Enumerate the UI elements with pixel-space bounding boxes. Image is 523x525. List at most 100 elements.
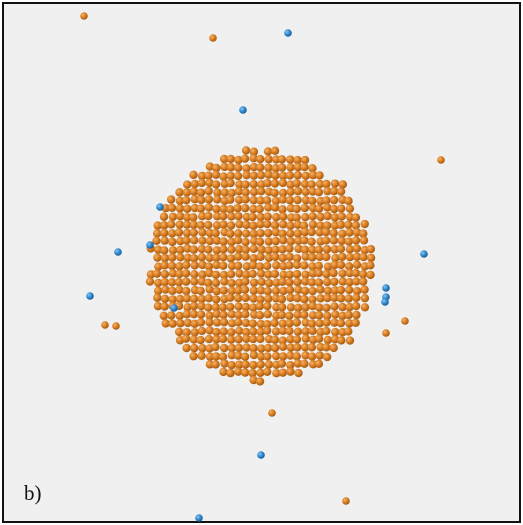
cluster-atom <box>190 277 198 285</box>
cluster-atom <box>308 327 316 335</box>
free-atom <box>382 284 390 292</box>
cluster-atom <box>344 294 352 302</box>
cluster-atom <box>279 368 287 376</box>
cluster-atom <box>183 294 191 302</box>
cluster-atom <box>285 261 293 269</box>
cluster-atom <box>205 294 213 302</box>
cluster-atom <box>219 253 227 261</box>
cluster-atom <box>176 253 184 261</box>
cluster-atom <box>315 188 323 196</box>
cluster-atom <box>190 228 198 236</box>
cluster-atom <box>227 163 235 171</box>
cluster-atom <box>337 319 345 327</box>
cluster-atom <box>337 336 345 344</box>
cluster-atom <box>271 147 279 155</box>
cluster-atom <box>359 253 367 261</box>
cluster-atom <box>337 294 345 302</box>
cluster-atom <box>190 270 198 278</box>
cluster-atom <box>234 335 242 343</box>
cluster-atom <box>338 237 346 245</box>
free-atom <box>284 29 292 37</box>
cluster-atom <box>308 319 316 327</box>
cluster-atom <box>271 253 279 261</box>
cluster-atom <box>219 245 227 253</box>
cluster-atom <box>256 302 264 310</box>
cluster-atom <box>292 179 300 187</box>
cluster-atom <box>287 188 295 196</box>
cluster-atom <box>330 278 338 286</box>
free-atom <box>401 317 409 325</box>
cluster-atom <box>227 245 235 253</box>
cluster-atom <box>300 360 308 368</box>
cluster-atom <box>234 262 242 270</box>
cluster-atom <box>241 277 249 285</box>
snapshot: b) <box>0 0 523 525</box>
cluster-atom <box>220 344 228 352</box>
cluster-atom <box>256 377 264 385</box>
cluster-atom <box>329 229 337 237</box>
cluster-atom <box>146 277 154 285</box>
cluster-atom <box>315 204 323 212</box>
free-atom <box>437 156 445 164</box>
cluster-atom <box>344 327 352 335</box>
cluster-atom <box>241 353 249 361</box>
cluster-atom <box>367 245 375 253</box>
cluster-atom <box>308 343 316 351</box>
cluster-atom <box>211 360 219 368</box>
cluster-atom <box>272 261 280 269</box>
free-atom <box>101 321 109 329</box>
cluster-atom <box>265 279 273 287</box>
cluster-atom <box>331 328 339 336</box>
free-atom <box>420 250 428 258</box>
cluster-atom <box>271 171 279 179</box>
cluster-atom <box>360 285 368 293</box>
cluster-atom <box>234 212 242 220</box>
cluster-atom <box>279 236 287 244</box>
cluster-atom <box>264 287 272 295</box>
cluster-atom <box>212 279 220 287</box>
cluster-atom <box>301 287 309 295</box>
free-atom <box>80 12 88 20</box>
cluster-atom <box>264 229 272 237</box>
cluster-atom <box>286 221 294 229</box>
cluster-atom <box>212 205 220 213</box>
cluster-atom <box>241 310 249 318</box>
cluster-atom <box>196 287 204 295</box>
cluster-atom <box>176 312 184 320</box>
cluster-atom <box>249 361 257 369</box>
panel-label: b) <box>24 481 42 505</box>
cluster-atom <box>286 253 294 261</box>
cluster-atom <box>361 303 369 311</box>
cluster-atom <box>285 278 293 286</box>
cluster-atom <box>293 196 301 204</box>
cluster-atom <box>191 261 199 269</box>
cluster-atom <box>331 179 339 187</box>
cluster-atom <box>242 229 250 237</box>
cluster-atom <box>330 236 338 244</box>
free-atom <box>268 409 276 417</box>
cluster-atom <box>226 205 234 213</box>
free-atom <box>170 304 178 312</box>
cluster-atom <box>227 335 235 343</box>
cluster-atom <box>322 180 330 188</box>
cluster-atom <box>169 213 177 221</box>
cluster-atom <box>198 344 206 352</box>
cluster-atom <box>301 303 309 311</box>
cluster-atom <box>161 236 169 244</box>
cluster-atom <box>344 197 352 205</box>
cluster-atom <box>257 187 265 195</box>
cluster-atom <box>226 172 234 180</box>
free-atom <box>114 248 122 256</box>
cluster-atom <box>344 221 352 229</box>
cluster-atom <box>279 343 287 351</box>
cluster-atom <box>352 269 360 277</box>
cluster-atom <box>286 171 294 179</box>
cluster-atom <box>234 318 242 326</box>
cluster-atom <box>352 311 360 319</box>
cluster-atom <box>367 254 375 262</box>
cluster-atom <box>198 179 206 187</box>
cluster-atom <box>301 213 309 221</box>
cluster-atom <box>197 352 205 360</box>
cluster-atom <box>226 369 234 377</box>
cluster-atom <box>197 221 205 229</box>
